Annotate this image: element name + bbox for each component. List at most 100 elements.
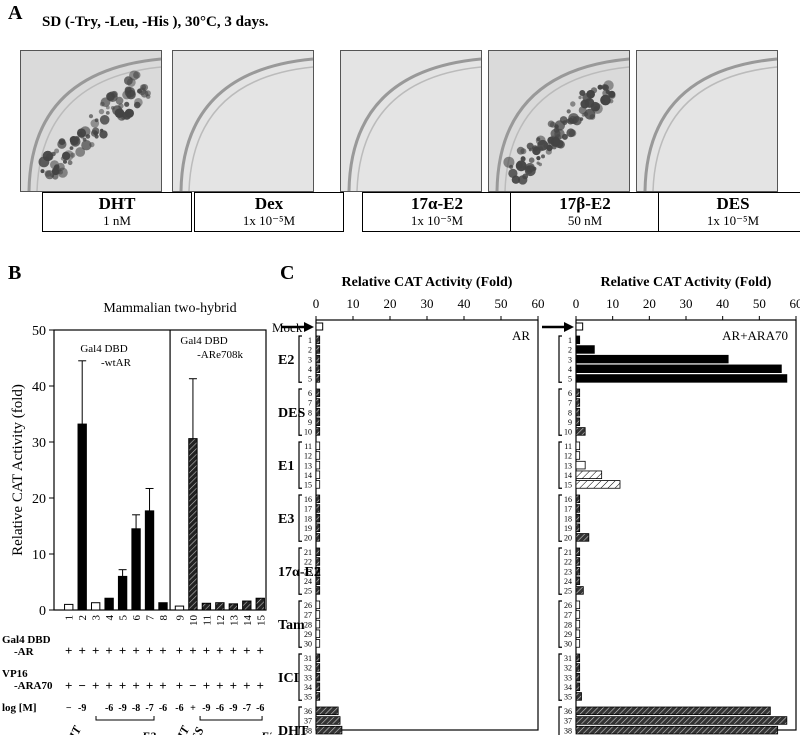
x-category-label: 6 [131,615,143,621]
colony [602,84,609,91]
row-number: 7 [308,399,312,408]
colony [124,108,134,118]
colony [40,169,45,174]
treatment-label: DHT [60,723,84,735]
gal4-sign: + [189,643,196,658]
row-number: 26 [564,601,572,610]
colony [58,138,66,145]
bar [575,682,581,692]
row-number: 28 [564,620,572,629]
row-number: 6 [568,389,572,398]
colony [528,157,535,163]
row-number: 10 [304,428,312,437]
colony [536,161,540,165]
colony [98,108,105,115]
row-number: 26 [304,601,312,610]
group-bracket [558,653,562,701]
plate-image [495,57,629,191]
plate-compound: 17α-E2 [411,194,463,213]
bar [315,388,321,398]
y-tick-label: 20 [32,492,46,507]
row-number: 19 [564,524,572,533]
plate-rim [27,57,161,191]
row-number: 20 [564,534,572,543]
group-bracket [298,706,302,735]
plate-rim [347,57,481,191]
bar [315,451,321,460]
plate-concentration: 1 nM [103,213,131,228]
y-axis-label: Relative CAT Activity (fold) [10,384,26,556]
bar [315,716,341,725]
plate-image [27,57,161,191]
bar [144,510,155,611]
bar [575,345,595,354]
log-value: − [66,703,72,714]
vp16-sign: + [257,678,264,693]
row-number: 17 [564,505,572,514]
row-number: 1 [308,336,312,345]
bar [575,566,581,576]
row-number: 38 [564,726,572,735]
colony [61,151,71,161]
x-category-label: 14 [242,615,254,627]
group-label: ICI [278,671,299,686]
bar [575,407,581,417]
vp16-sign: + [243,678,250,693]
colony [547,136,555,144]
row-label-log: log [M] [2,702,37,714]
group-bracket [558,706,562,735]
bar [575,653,581,663]
row-number: 25 [304,587,312,596]
yeast-plate [636,50,778,192]
colony [578,95,582,100]
row-number: 36 [564,707,572,716]
bar [201,602,212,611]
row-number: 23 [564,567,572,576]
treatment-label: DES [184,724,207,735]
x-tick-label: 0 [313,296,320,311]
row-number: 21 [304,548,312,557]
bar [215,602,225,611]
group-label: DHT [278,724,309,735]
colony [38,156,50,168]
bar [575,600,581,610]
bar [315,619,321,629]
plate-rim-inner [188,66,313,191]
row-number: 10 [564,428,572,437]
bar [575,494,581,504]
bar [315,576,321,586]
bar [315,407,321,417]
treatment-label: DHT [168,723,192,735]
mock-arrow-head [564,322,574,332]
bar [315,672,321,682]
row-number: 30 [304,640,312,649]
group-bracket [558,547,562,595]
gal4-sign: + [257,643,264,658]
colony [99,130,108,139]
row-label-gal4: Gal4 DBD [2,634,51,646]
group-bracket [298,653,302,701]
bar [315,374,321,383]
row-number: 11 [304,442,312,451]
colony [593,106,599,112]
row-number: 27 [564,611,572,620]
colony [67,160,73,166]
bar [575,504,581,513]
bar [131,528,141,611]
group-label: DES [278,406,305,421]
row-number: 16 [564,495,572,504]
x-category-label: 1 [64,615,76,621]
bar [575,451,581,460]
colony [124,101,130,107]
row-number: 31 [304,654,312,663]
mock-bar [315,322,324,331]
group2-label-2: -ARe708k [197,349,243,361]
vp16-sign: + [132,678,139,693]
gal4-sign: + [216,643,223,658]
vp16-sign: + [216,678,223,693]
row-number: 17 [304,505,312,514]
gal4-sign: + [132,643,139,658]
gal4-sign: + [176,643,183,658]
bar [315,480,321,489]
gal4-sign: + [65,643,72,658]
